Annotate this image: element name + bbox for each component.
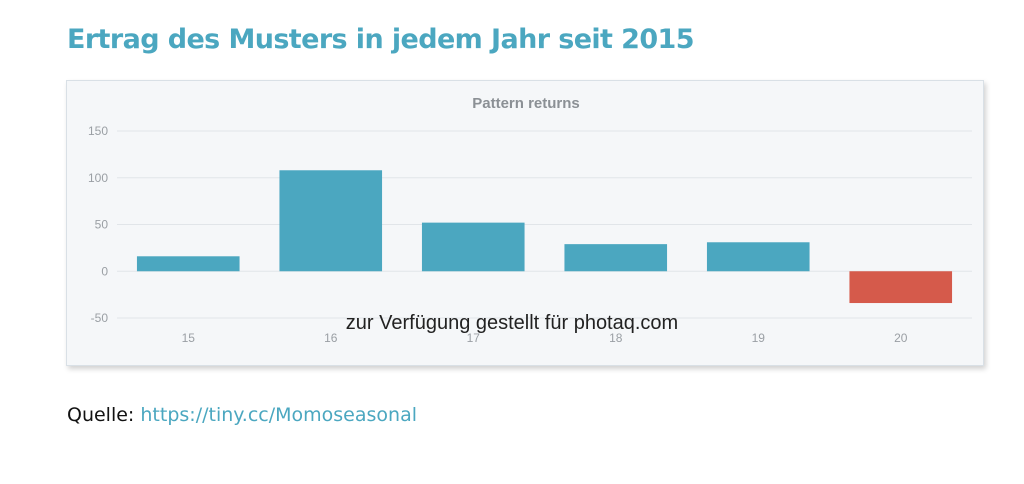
x-tick-label: 18: [609, 331, 623, 345]
y-tick-label: 0: [101, 264, 108, 278]
x-tick-label: 19: [752, 331, 766, 345]
x-tick-label: 17: [467, 331, 481, 345]
x-tick-label: 20: [894, 331, 908, 345]
watermark-text: zur Verfügung gestellt für photaq.com: [345, 312, 679, 334]
bar-20: [849, 271, 953, 304]
x-axis-ticks: 15 16 17 18 19 20: [182, 331, 908, 345]
y-tick-label: 100: [88, 171, 108, 185]
source-link[interactable]: https://tiny.cc/Momoseasonal: [140, 404, 418, 426]
source-line: Quelle: https://tiny.cc/Momoseasonal: [67, 404, 417, 426]
chart-card: Pattern returns 150 100 50 0 -50 15 16 17 18 19 2…: [66, 80, 984, 366]
bar-17: [421, 222, 525, 272]
y-tick-label: 50: [95, 218, 109, 232]
bar-16: [279, 170, 383, 272]
bar-15: [136, 256, 240, 272]
grid-lines: [117, 130, 972, 319]
page-title: Ertrag des Musters in jedem Jahr seit 20…: [67, 24, 695, 55]
bar-18: [564, 244, 668, 272]
bar-19: [706, 242, 810, 272]
x-tick-label: 16: [324, 331, 338, 345]
source-label: Quelle:: [67, 404, 135, 426]
bars: [136, 170, 953, 304]
chart-title: Pattern returns: [472, 95, 580, 112]
y-tick-label: 150: [88, 124, 108, 138]
y-tick-label: -50: [91, 311, 109, 325]
y-axis-ticks: 150 100 50 0 -50: [88, 124, 108, 325]
bar-chart: Pattern returns 150 100 50 0 -50 15 16 17 18 19 2…: [88, 95, 972, 345]
x-tick-label: 15: [182, 331, 196, 345]
